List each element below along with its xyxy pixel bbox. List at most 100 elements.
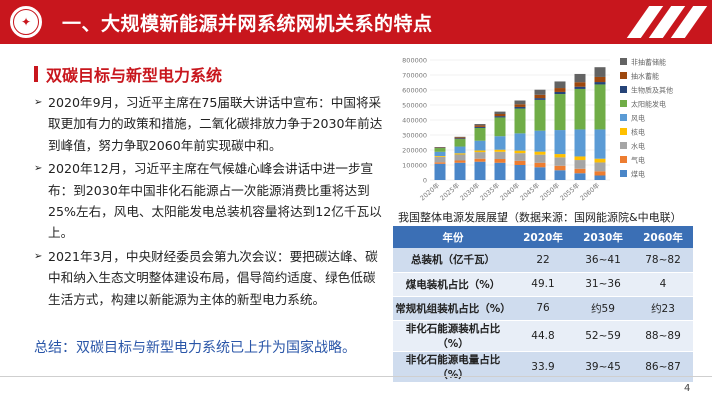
- bar-segment: [554, 157, 566, 166]
- bar-segment: [494, 117, 506, 137]
- bar-segment: [434, 156, 446, 163]
- x-tick-label: 2030年: [458, 180, 482, 202]
- bar-segment: [494, 151, 506, 159]
- table-cell: 非化石能源电量占比（%）: [393, 351, 513, 384]
- y-tick-label: 200000: [402, 147, 427, 155]
- legend-swatch: [620, 86, 627, 93]
- legend-label: 生物质及其他: [631, 86, 673, 95]
- bar-segment: [454, 153, 466, 155]
- legend-swatch: [620, 128, 627, 135]
- bar-segment: [554, 130, 566, 155]
- bar-segment: [574, 88, 586, 130]
- bar-segment: [514, 104, 526, 107]
- bar-segment: [574, 160, 586, 169]
- bar-segment: [534, 89, 546, 95]
- bar-segment: [454, 138, 466, 140]
- bar-segment: [494, 136, 506, 150]
- bar-segment: [514, 133, 526, 151]
- legend-swatch: [620, 142, 627, 149]
- bar-segment: [474, 125, 486, 127]
- bar-segment: [554, 91, 566, 95]
- bar-segment: [574, 86, 586, 89]
- bar-segment: [434, 148, 446, 152]
- legend-swatch: [620, 72, 627, 79]
- table-cell: 31~36: [573, 272, 633, 297]
- bar-segment: [594, 84, 606, 130]
- table-cell: 78~82: [633, 248, 693, 273]
- x-tick-label: 2020年: [418, 180, 442, 202]
- legend-label: 核电: [631, 128, 645, 137]
- bar-segment: [574, 73, 586, 83]
- x-tick-label: 2025年: [438, 180, 462, 202]
- bar-segment: [514, 100, 526, 105]
- bullet-text: 2021年3月，中央财经委员会第九次会议：要把碳达峰、碳中和纳入生态文明整体建设…: [48, 248, 378, 307]
- table-cell: 76: [513, 296, 573, 322]
- legend-label: 太阳能发电: [631, 100, 666, 109]
- legend-label: 风电: [631, 114, 645, 123]
- bar-segment: [554, 81, 566, 89]
- x-tick-label: 2055年: [558, 180, 582, 202]
- table-cell: 常规机组装机占比（%）: [393, 296, 513, 322]
- bar-segment: [494, 149, 506, 152]
- y-tick-label: 700000: [402, 72, 427, 80]
- bullet-item: ➢ 2021年3月，中央财经委员会第九次会议：要把碳达峰、碳中和纳入生态文明整体…: [34, 246, 384, 310]
- page-title: 一、大规模新能源并网系统网机关系的特点: [62, 13, 433, 35]
- legend-label: 水电: [631, 142, 645, 151]
- table-header-cell: 2060年: [633, 226, 693, 248]
- table-cell: 约23: [633, 296, 693, 322]
- table-cell: 总装机（亿千瓦）: [393, 248, 513, 273]
- y-tick-label: 600000: [402, 87, 427, 95]
- x-tick-label: 2040年: [498, 180, 522, 202]
- bar-segment: [594, 175, 606, 180]
- bar-segment: [434, 162, 446, 164]
- legend-swatch: [620, 58, 627, 65]
- bar-segment: [474, 127, 486, 141]
- table-row: 非化石能源电量占比（%） 33.9 39~45 86~87: [393, 351, 693, 384]
- arrow-bullet-icon: ➢: [34, 163, 43, 175]
- y-tick-label: 800000: [402, 57, 427, 65]
- bar-segment: [494, 111, 506, 114]
- x-tick-label: 2035年: [478, 180, 502, 202]
- bar-segment: [474, 124, 486, 126]
- table-cell: 22: [513, 248, 573, 273]
- table-row: 常规机组装机占比（%） 76 约59 约23: [393, 296, 693, 322]
- bar-segment: [514, 106, 526, 109]
- legend-swatch: [620, 170, 627, 177]
- table-header-row: 年份 2020年 2030年 2060年: [393, 226, 693, 248]
- table-row: 煤电装机占比（%） 49.1 31~36 4: [393, 272, 693, 297]
- table-cell: 非化石能源装机占比（%）: [393, 320, 513, 353]
- table-row: 非化石能源装机占比（%） 44.8 52~59 88~89: [393, 320, 693, 353]
- section-marker-icon: [34, 66, 38, 82]
- bar-segment: [474, 161, 486, 180]
- table-cell: 33.9: [513, 351, 573, 384]
- bar-segment: [534, 167, 546, 180]
- bar-segment: [594, 76, 606, 83]
- bar-segment: [594, 82, 606, 85]
- table-cell: 煤电装机占比（%）: [393, 272, 513, 297]
- bar-segment: [554, 88, 566, 92]
- bullet-item: ➢ 2020年12月，习近平主席在气候雄心峰会讲话中进一步宣布：到2030年中国…: [34, 158, 384, 244]
- bar-segment: [554, 154, 566, 158]
- table-cell: 86~87: [633, 351, 693, 384]
- bar-segment: [594, 171, 606, 176]
- header-bar: ✦ 一、大规模新能源并网系统网机关系的特点: [0, 0, 712, 44]
- page-number: 4: [684, 383, 691, 394]
- bar-segment: [574, 168, 586, 174]
- table-cell: 约59: [573, 296, 633, 322]
- bullet-text: 2020年9月，习近平主席在75届联大讲话中宣布：中国将采取更加有力的政策和措施…: [48, 95, 383, 153]
- capacity-stacked-bar-chart: 0 100000 200000 300000 400000 500000 600000 700…: [402, 57, 673, 203]
- bar-segment: [474, 152, 486, 159]
- y-tick-label: 0: [423, 177, 427, 185]
- bar-segment: [494, 159, 506, 163]
- bar-segment: [454, 137, 466, 139]
- bar-segment: [494, 114, 506, 117]
- table-cell: 4: [633, 272, 693, 297]
- bar-segment: [534, 162, 546, 168]
- university-logo: ✦: [8, 4, 44, 40]
- bar-segment: [574, 156, 586, 161]
- bar-segment: [534, 154, 546, 163]
- y-tick-label: 300000: [402, 132, 427, 140]
- outlook-table: 年份 2020年 2030年 2060年 总装机（亿千瓦） 22 36~41 7…: [393, 226, 693, 384]
- section-title: 双碳目标与新型电力系统: [46, 66, 223, 85]
- table-cell: 49.1: [513, 272, 573, 297]
